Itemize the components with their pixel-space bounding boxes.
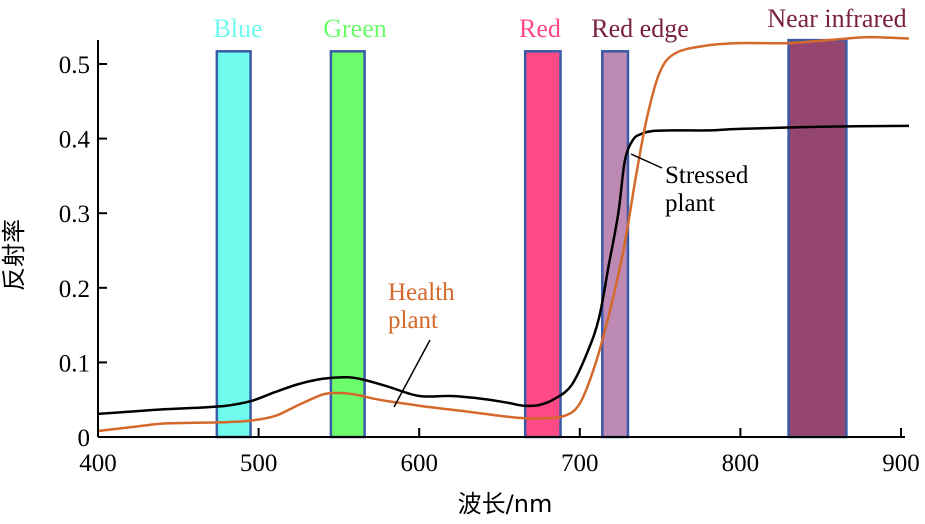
annotation-line: plant xyxy=(388,307,438,334)
band-blue xyxy=(215,50,252,439)
y-tick-label: 0.4 xyxy=(59,127,91,154)
band-label-red-edge: Red edge xyxy=(591,14,688,43)
x-tick-label: 600 xyxy=(400,450,438,477)
x-tick-label: 900 xyxy=(882,450,920,477)
x-tick-label: 500 xyxy=(240,450,278,477)
stressed-leader-line xyxy=(630,153,663,169)
y-tick-label: 0.3 xyxy=(59,201,90,228)
spectral-bands: Blue Green Red Red edge Near infrared xyxy=(213,4,907,439)
band-red xyxy=(523,50,562,439)
band-near-infrared xyxy=(787,38,848,439)
y-tick-label: 0.2 xyxy=(59,276,90,303)
axes: 400 500 600 700 800 900 0 0.1 0.2 0.3 0.4 0.5 xyxy=(59,40,920,477)
band-label-near-infrared: Near infrared xyxy=(767,4,906,33)
annotation-health-plant: Health plant xyxy=(388,279,455,334)
x-axis-label: 波长/nm xyxy=(458,490,553,518)
health-leader-line xyxy=(393,339,431,408)
annotation-line: plant xyxy=(665,190,715,217)
x-tick-label: 400 xyxy=(79,450,117,477)
series-health-plant xyxy=(97,35,910,433)
band-label-green: Green xyxy=(323,14,387,43)
annotation-stressed-plant: Stressed plant xyxy=(665,162,749,217)
band-label-red: Red xyxy=(519,14,561,43)
x-tick-label: 800 xyxy=(722,450,760,477)
annotation-line: Health xyxy=(388,279,455,306)
x-tick-label: 700 xyxy=(561,450,599,477)
band-label-blue: Blue xyxy=(213,14,262,43)
y-tick-label: 0.5 xyxy=(59,52,90,79)
y-tick-label: 0 xyxy=(78,425,91,452)
y-axis-label: 反射率 xyxy=(0,219,28,291)
y-tick-label: 0.1 xyxy=(59,350,90,377)
annotation-line: Stressed xyxy=(665,162,749,189)
series-stressed-plant xyxy=(97,124,910,416)
reflectance-series xyxy=(97,35,910,433)
